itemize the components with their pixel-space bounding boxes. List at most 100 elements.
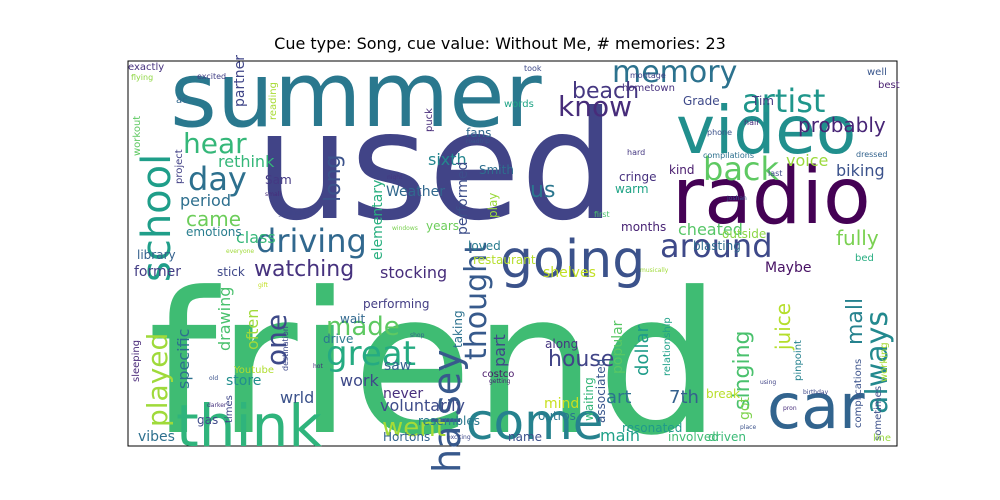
word-loved: loved bbox=[468, 239, 501, 253]
word-sixth: sixth bbox=[428, 150, 467, 169]
word-old: old bbox=[209, 375, 218, 382]
word-hortons: Hortons bbox=[383, 430, 430, 444]
word-voice: voice bbox=[786, 151, 828, 170]
word-radio: radio bbox=[672, 152, 871, 242]
word-halsey: halsey bbox=[425, 349, 469, 473]
word-art: art bbox=[606, 387, 632, 408]
word-exciting: exciting bbox=[447, 434, 471, 441]
word-destination: destination bbox=[281, 326, 290, 371]
word-long: long bbox=[321, 155, 346, 202]
word-summer: summer bbox=[170, 43, 542, 148]
word-video: video bbox=[676, 92, 856, 169]
word-cringe: cringe bbox=[619, 170, 656, 184]
word-warm: warm bbox=[615, 182, 649, 196]
word-hair: hair bbox=[744, 118, 760, 127]
word-probably: probably bbox=[798, 113, 886, 137]
chart-title: Cue type: Song, cue value: Without Me, #… bbox=[274, 34, 726, 53]
word-flying: flying bbox=[131, 73, 153, 82]
word-never: never bbox=[383, 386, 423, 402]
word-former: former bbox=[134, 264, 181, 280]
word-going: going bbox=[500, 230, 645, 290]
word-performing: performing bbox=[363, 297, 429, 311]
word-working: working bbox=[879, 342, 890, 382]
word-gift: gift bbox=[258, 282, 268, 289]
word-performed: performed bbox=[455, 162, 471, 235]
word-hard: hard bbox=[627, 148, 645, 157]
word-small: small bbox=[265, 191, 281, 198]
word-vibes: vibes bbox=[138, 429, 175, 445]
word-musically: musically bbox=[640, 267, 669, 274]
word-rethink: rethink bbox=[218, 152, 275, 171]
word-drive: drive bbox=[323, 332, 353, 346]
word-made: made bbox=[326, 312, 400, 342]
word-played: played bbox=[141, 333, 174, 427]
word-day: day bbox=[188, 160, 247, 198]
word-name: name bbox=[508, 430, 542, 444]
word-memory: memory bbox=[612, 55, 737, 90]
word-birthday: birthday bbox=[803, 389, 829, 396]
word-pinpoint: pinpoint bbox=[793, 340, 804, 381]
word-specific: specific bbox=[174, 329, 193, 389]
word-voluntarily: voluntarily bbox=[380, 396, 465, 415]
word-months: months bbox=[621, 220, 666, 234]
word-come: come bbox=[466, 393, 604, 451]
word-wait: wait bbox=[340, 312, 366, 326]
word-grade: Grade bbox=[683, 94, 720, 108]
word-well: well bbox=[867, 67, 887, 78]
word-mind: mind bbox=[544, 396, 579, 412]
word-restaurant: restaurant bbox=[473, 253, 536, 267]
word-maybe: Maybe bbox=[765, 260, 811, 276]
word-workout: workout bbox=[132, 116, 143, 156]
word-place: place bbox=[740, 424, 756, 431]
word-house: house bbox=[548, 347, 614, 372]
word-getting: getting bbox=[489, 378, 511, 385]
word-gas: gas bbox=[197, 413, 218, 427]
word-compilations: compilations bbox=[703, 151, 754, 160]
word-first: first bbox=[594, 210, 610, 219]
word-biking: biking bbox=[836, 161, 885, 180]
word-work: work bbox=[340, 371, 379, 390]
word-elementary: elementary bbox=[370, 180, 386, 260]
word-puck: puck bbox=[424, 108, 435, 132]
word-school: school bbox=[134, 154, 180, 282]
word-night: night bbox=[387, 174, 403, 181]
word-sam: Sam bbox=[265, 173, 292, 187]
word-thought: thought bbox=[459, 242, 494, 360]
word-best: best bbox=[878, 80, 900, 91]
word-watching: watching bbox=[254, 257, 354, 282]
word-came: came bbox=[186, 207, 241, 231]
word-period: period bbox=[180, 191, 231, 210]
word-driven: driven bbox=[708, 430, 746, 444]
word-class: class bbox=[236, 228, 276, 247]
word-words: words bbox=[504, 99, 534, 110]
word-7th: 7th bbox=[669, 387, 699, 408]
word-part: part bbox=[490, 334, 509, 367]
word-involved: involved bbox=[668, 430, 719, 444]
word-popular: popular bbox=[610, 320, 626, 374]
word-juice: juice bbox=[771, 303, 795, 351]
word-bed: bed bbox=[855, 253, 874, 264]
word-last: last bbox=[768, 169, 782, 178]
word-dollar: dollar bbox=[632, 325, 653, 376]
word-partner: partner bbox=[232, 55, 248, 107]
word-ac: ac bbox=[176, 95, 188, 106]
word-dressed: dressed bbox=[856, 150, 887, 159]
word-singing: singing bbox=[730, 330, 755, 410]
word-youtube: Youtube bbox=[233, 365, 274, 376]
word-wrld: wrld bbox=[280, 388, 314, 407]
word-taking: taking bbox=[451, 310, 465, 348]
word-kind: kind bbox=[669, 163, 695, 177]
word-went: went bbox=[382, 413, 446, 443]
word-windows: windows bbox=[392, 225, 418, 232]
word-cheated: cheated bbox=[678, 220, 743, 239]
word-tim: Tim bbox=[751, 94, 774, 108]
word-around: around bbox=[660, 227, 773, 265]
word-waiting: waiting bbox=[582, 377, 596, 421]
word-reading: reading bbox=[268, 82, 279, 120]
word-car: car bbox=[767, 370, 865, 443]
word-phone: phone bbox=[707, 128, 732, 137]
word-montage: montage bbox=[630, 71, 666, 80]
word-excited: excited bbox=[197, 72, 226, 81]
